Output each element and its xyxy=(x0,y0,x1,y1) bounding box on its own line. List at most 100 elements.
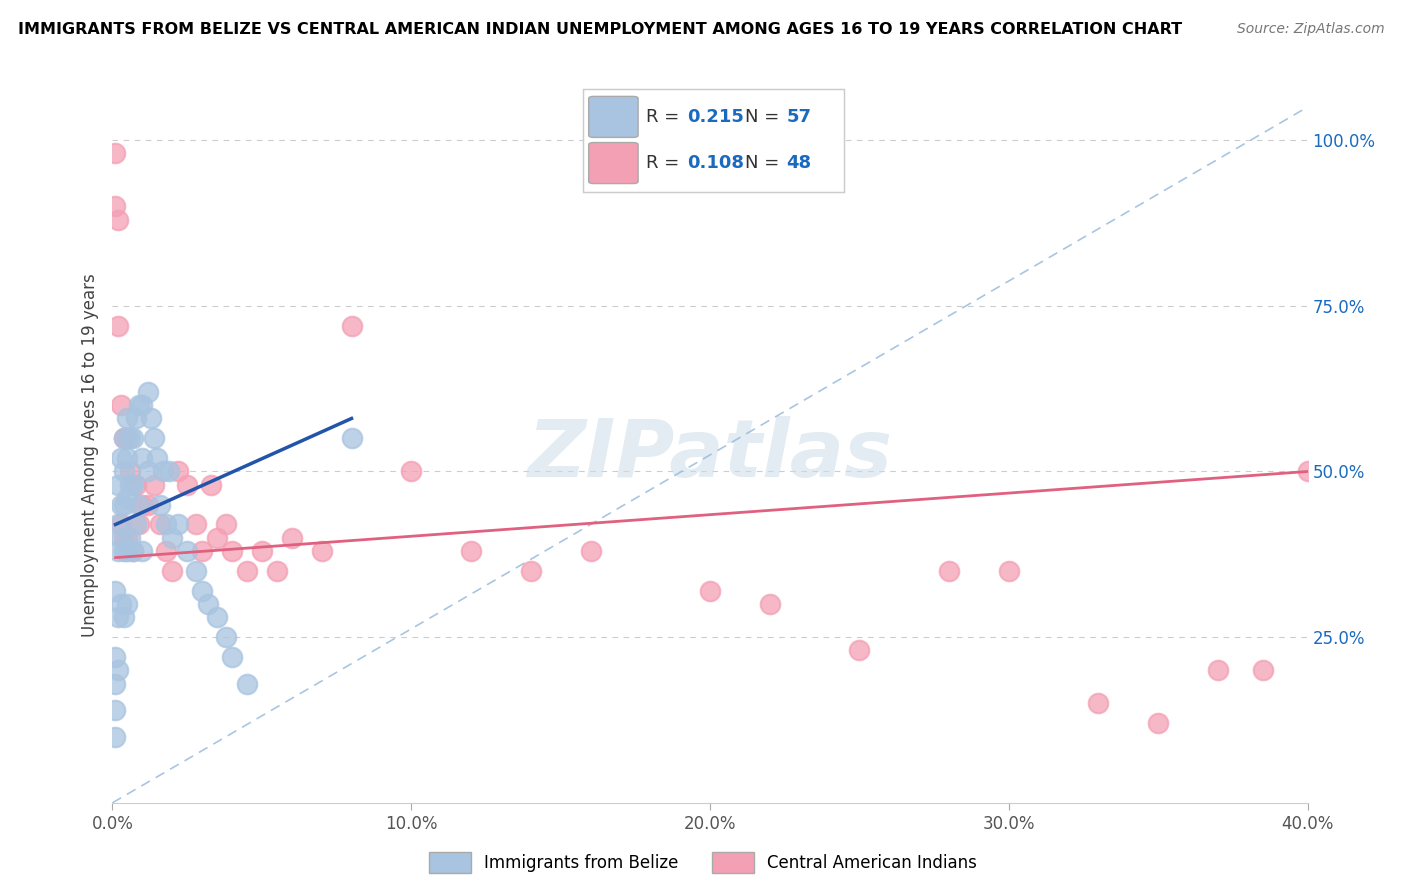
Point xyxy=(128,517,150,532)
Point xyxy=(138,498,160,512)
Point xyxy=(191,544,214,558)
Point xyxy=(191,583,214,598)
Point xyxy=(104,583,127,598)
Point xyxy=(120,465,142,479)
Point xyxy=(138,384,160,399)
Point xyxy=(200,477,222,491)
Point xyxy=(120,531,142,545)
Text: 48: 48 xyxy=(786,154,811,172)
Point xyxy=(107,318,129,333)
Point xyxy=(155,517,177,532)
Text: 0.215: 0.215 xyxy=(688,108,744,126)
Text: ZIPatlas: ZIPatlas xyxy=(527,416,893,494)
Point xyxy=(117,544,139,558)
Point xyxy=(460,544,482,558)
Point xyxy=(104,730,127,744)
Point xyxy=(250,544,273,558)
Point xyxy=(143,431,166,445)
Point xyxy=(104,650,127,665)
Point xyxy=(236,676,259,690)
Point xyxy=(167,517,190,532)
Point xyxy=(699,583,721,598)
Text: N =: N = xyxy=(745,108,785,126)
Point xyxy=(579,544,602,558)
Point xyxy=(143,477,166,491)
Point xyxy=(131,451,153,466)
Point xyxy=(117,491,139,505)
Point xyxy=(117,431,139,445)
Point xyxy=(107,517,129,532)
Point xyxy=(125,411,148,425)
Point xyxy=(114,431,135,445)
Point xyxy=(114,465,135,479)
Point xyxy=(205,531,228,545)
Point xyxy=(125,477,148,491)
Text: IMMIGRANTS FROM BELIZE VS CENTRAL AMERICAN INDIAN UNEMPLOYMENT AMONG AGES 16 TO : IMMIGRANTS FROM BELIZE VS CENTRAL AMERIC… xyxy=(18,22,1182,37)
Point xyxy=(110,398,132,412)
Point xyxy=(998,564,1021,578)
Point xyxy=(131,398,153,412)
FancyBboxPatch shape xyxy=(589,143,638,184)
Point xyxy=(149,517,172,532)
Text: N =: N = xyxy=(745,154,785,172)
Point xyxy=(221,650,243,665)
Point xyxy=(215,630,238,644)
Legend: Immigrants from Belize, Central American Indians: Immigrants from Belize, Central American… xyxy=(423,846,983,880)
Point xyxy=(114,431,135,445)
Point xyxy=(215,517,238,532)
Point xyxy=(128,398,150,412)
Point xyxy=(110,531,132,545)
Point xyxy=(107,610,129,624)
Point xyxy=(122,544,145,558)
Point xyxy=(186,564,208,578)
Text: R =: R = xyxy=(645,154,685,172)
Point xyxy=(120,431,142,445)
Point xyxy=(114,498,135,512)
Point xyxy=(107,477,129,491)
Point xyxy=(104,146,127,161)
Point xyxy=(162,564,183,578)
Point xyxy=(167,465,190,479)
Point xyxy=(157,465,180,479)
Point xyxy=(162,531,183,545)
Point xyxy=(114,544,135,558)
Point xyxy=(176,544,198,558)
Point xyxy=(110,498,132,512)
Point xyxy=(120,477,142,491)
Point xyxy=(146,451,169,466)
Y-axis label: Unemployment Among Ages 16 to 19 years: Unemployment Among Ages 16 to 19 years xyxy=(80,273,98,637)
Point xyxy=(281,531,304,545)
Point xyxy=(205,610,228,624)
Point xyxy=(311,544,333,558)
Point xyxy=(104,676,127,690)
Point xyxy=(340,431,363,445)
Point xyxy=(107,212,129,227)
Point xyxy=(520,564,543,578)
Text: 0.108: 0.108 xyxy=(688,154,745,172)
Text: 57: 57 xyxy=(786,108,811,126)
Point xyxy=(125,517,148,532)
Point xyxy=(938,564,960,578)
Point xyxy=(128,498,150,512)
Point xyxy=(197,597,219,611)
Point xyxy=(1296,465,1319,479)
Point xyxy=(149,498,172,512)
Point xyxy=(117,411,139,425)
Point xyxy=(266,564,288,578)
Point xyxy=(401,465,423,479)
Point xyxy=(221,544,243,558)
Point xyxy=(138,465,160,479)
Point xyxy=(117,597,139,611)
Point xyxy=(759,597,782,611)
Point xyxy=(110,517,132,532)
Point xyxy=(122,544,145,558)
Point xyxy=(1206,663,1229,677)
Point xyxy=(107,663,129,677)
FancyBboxPatch shape xyxy=(589,96,638,137)
Point xyxy=(107,544,129,558)
Point xyxy=(186,517,208,532)
Point xyxy=(131,544,153,558)
Point xyxy=(114,610,135,624)
Point xyxy=(114,531,135,545)
Point xyxy=(340,318,363,333)
